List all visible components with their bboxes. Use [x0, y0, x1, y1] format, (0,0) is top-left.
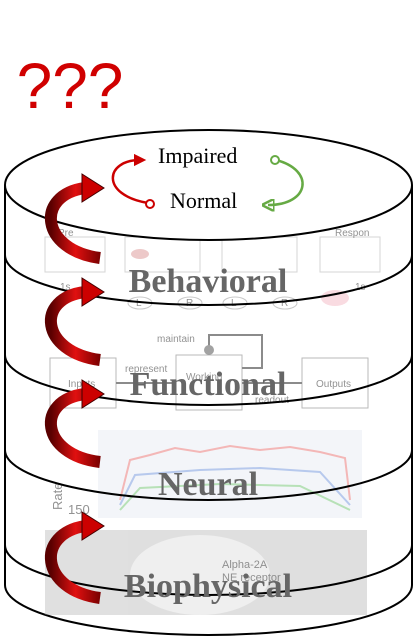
layer-boundaries: [4, 254, 413, 596]
impair-start: [145, 199, 155, 209]
detail: Respon: [335, 228, 369, 239]
up-arrow: [44, 511, 105, 604]
detail: represent: [125, 364, 167, 375]
detail: 1s: [60, 282, 71, 293]
upward-arrows: [44, 173, 105, 604]
detail: Alpha-2A: [222, 559, 268, 571]
impair-arrow: [111, 153, 149, 205]
detail: L: [231, 298, 237, 309]
normal-label: Normal: [170, 188, 237, 213]
cylinder-top: [4, 129, 413, 241]
detail: Rate: [50, 483, 65, 510]
neural-imagery: [98, 430, 362, 518]
detail: NE receptor: [222, 572, 281, 584]
detail: Working: [186, 372, 223, 383]
layer-label: Functional: [130, 366, 287, 403]
layer-label: Biophysical: [124, 568, 292, 605]
question-marks: ???: [17, 50, 124, 122]
layer-label: Behavioral: [129, 263, 288, 300]
behavioral-imagery: [44, 236, 381, 310]
detail: R: [186, 298, 193, 309]
recover-start: [270, 155, 280, 165]
detail: Pre: [58, 228, 74, 239]
detail: readout: [255, 395, 289, 406]
up-arrow: [44, 277, 105, 366]
layer-label: Neural: [158, 466, 258, 503]
detail: R: [281, 298, 288, 309]
detail: maintain: [157, 334, 195, 345]
detail: L: [136, 298, 142, 309]
impaired-label: Impaired: [158, 143, 237, 168]
up-arrow: [44, 173, 105, 264]
detail: Outputs: [316, 379, 351, 390]
recover-arrow: [268, 158, 304, 205]
up-arrow: [44, 379, 105, 468]
